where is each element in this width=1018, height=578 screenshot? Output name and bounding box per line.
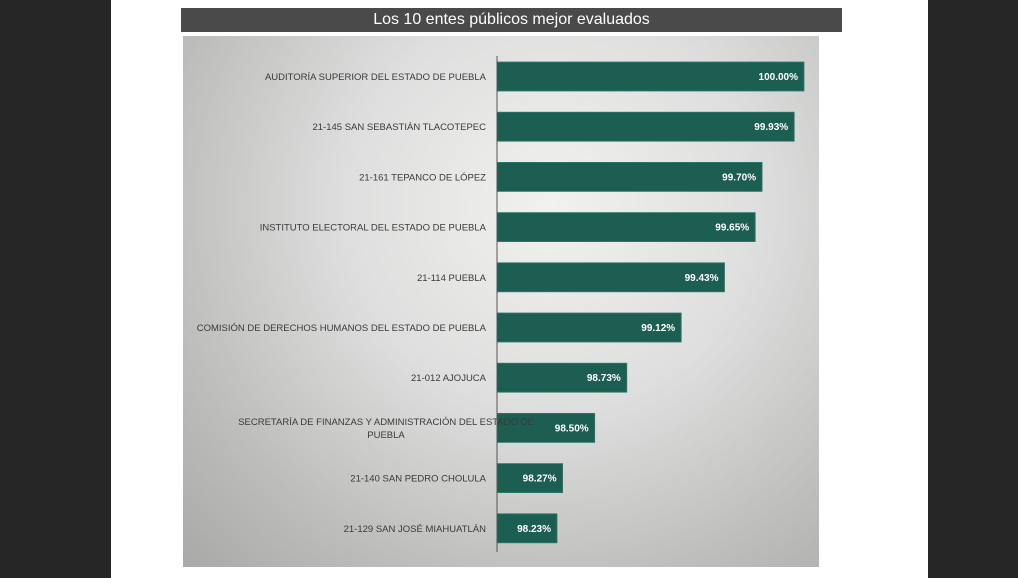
- bar-6: [496, 312, 682, 343]
- value-label-2: 99.93%: [754, 122, 788, 133]
- category-label-7: 21-012 AJOJUCA: [411, 373, 487, 384]
- category-label-4: INSTITUTO ELECTORAL DEL ESTADO DE PUEBLA: [260, 223, 487, 234]
- category-label-3: 21-161 TEPANCO DE LÓPEZ: [359, 172, 486, 183]
- category-label-2: 21-145 SAN SEBASTIÁN TLACOTEPEC: [312, 122, 486, 133]
- right-margin: [928, 0, 1018, 578]
- bar-4: [496, 212, 756, 243]
- value-label-6: 99.12%: [641, 323, 675, 334]
- left-margin: [0, 0, 111, 578]
- bar-2: [496, 111, 795, 142]
- category-label-10: 21-129 SAN JOSÉ MIAHUATLÁN: [344, 524, 487, 535]
- bar-7: [496, 362, 628, 393]
- value-label-10: 98.23%: [517, 524, 551, 535]
- bar-3: [496, 162, 763, 192]
- chart-title: Los 10 entes públicos mejor evaluados: [181, 8, 842, 32]
- value-label-9: 98.27%: [523, 474, 557, 485]
- value-label-3: 99.70%: [722, 172, 756, 183]
- bar-8: [496, 412, 596, 443]
- category-label-6: COMISIÓN DE DERECHOS HUMANOS DEL ESTADO …: [197, 323, 487, 334]
- bar-1: [496, 61, 805, 92]
- bar-5: [496, 262, 725, 293]
- chart-panel: 100.00% AUDITORÍA SUPERIOR DEL ESTADO DE …: [183, 36, 819, 567]
- value-label-4: 99.65%: [715, 223, 749, 234]
- bar-chart: 100.00% AUDITORÍA SUPERIOR DEL ESTADO DE …: [197, 56, 805, 552]
- value-label-1: 100.00%: [759, 72, 799, 83]
- value-label-7: 98.73%: [587, 373, 621, 384]
- category-label-9: 21-140 SAN PEDRO CHOLULA: [350, 474, 486, 485]
- value-label-8: 98.50%: [555, 423, 589, 434]
- value-label-5: 99.43%: [685, 273, 719, 284]
- category-label-1: AUDITORÍA SUPERIOR DEL ESTADO DE PUEBLA: [265, 72, 487, 83]
- bars-layer: 100.00% AUDITORÍA SUPERIOR DEL ESTADO DE …: [197, 61, 805, 544]
- category-label-8: SECRETARÍA DE FINANZAS Y ADMINISTRACIÓN …: [238, 417, 534, 441]
- category-label-5: 21-114 PUEBLA: [417, 273, 487, 284]
